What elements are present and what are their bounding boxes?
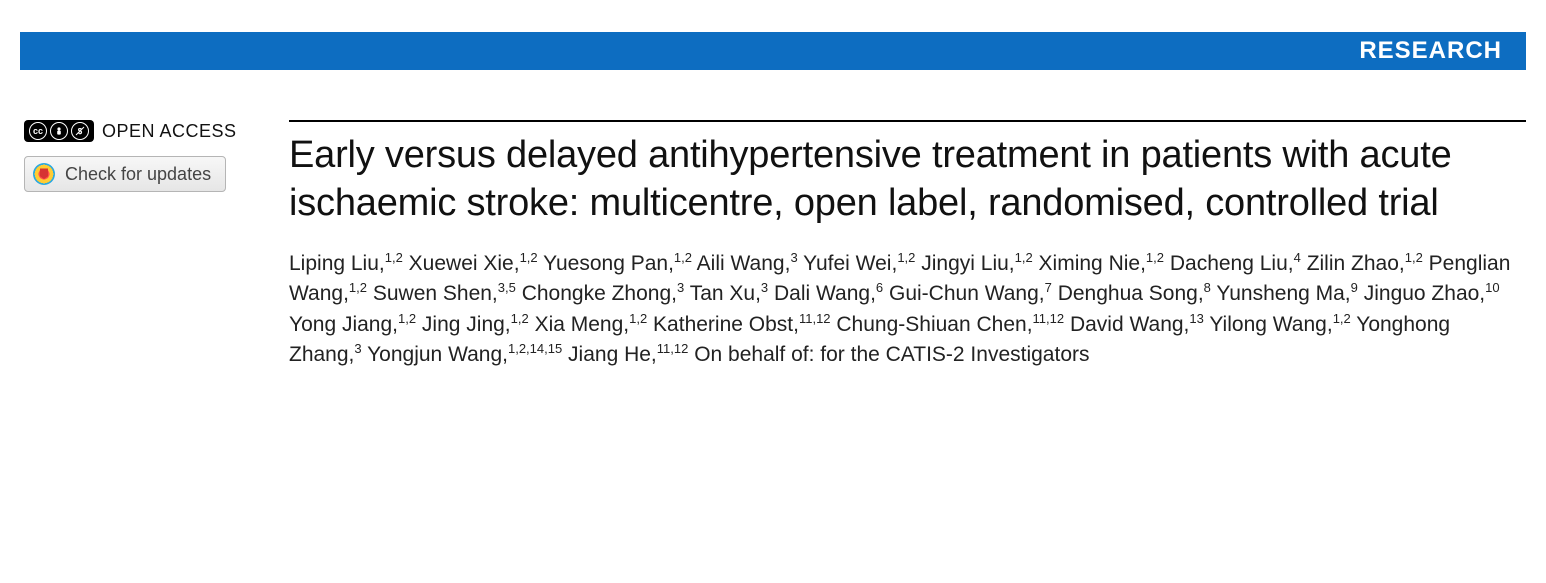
crossmark-icon: [33, 163, 55, 185]
affiliation-ref: 1,2: [674, 250, 692, 265]
affiliation-ref: 9: [1351, 280, 1358, 295]
nc-icon: $: [71, 122, 89, 140]
article-title: Early versus delayed antihypertensive tr…: [289, 132, 1526, 227]
by-icon: [50, 122, 68, 140]
affiliation-ref: 1,2: [629, 311, 647, 326]
affiliation-ref: 3: [677, 280, 684, 295]
affiliation-ref: 1,2: [897, 250, 915, 265]
affiliation-ref: 7: [1045, 280, 1052, 295]
check-for-updates-label: Check for updates: [65, 164, 211, 185]
affiliation-ref: 4: [1294, 250, 1301, 265]
affiliation-ref: 1,2: [1333, 311, 1351, 326]
affiliation-ref: 3: [790, 250, 797, 265]
affiliation-ref: 1,2: [511, 311, 529, 326]
affiliation-ref: 11,12: [657, 341, 689, 356]
cc-by-nc-icon: cc $: [24, 120, 94, 142]
affiliation-ref: 1,2: [349, 280, 367, 295]
author-list: Liping Liu,1,2 Xuewei Xie,1,2 Yuesong Pa…: [289, 249, 1526, 371]
cc-icon: cc: [29, 122, 47, 140]
article-main: Early versus delayed antihypertensive tr…: [289, 120, 1526, 371]
affiliation-ref: 1,2: [385, 250, 403, 265]
affiliation-ref: 3: [354, 341, 361, 356]
affiliation-ref: 11,12: [1033, 311, 1065, 326]
affiliation-ref: 1,2: [1146, 250, 1164, 265]
open-access-label: OPEN ACCESS: [102, 121, 237, 142]
affiliation-ref: 11,12: [799, 311, 831, 326]
affiliation-ref: 13: [1189, 311, 1203, 326]
section-banner-label: RESEARCH: [1359, 37, 1502, 65]
section-banner: RESEARCH: [20, 32, 1526, 70]
affiliation-ref: 3: [761, 280, 768, 295]
open-access-row: cc $ OPEN ACCESS: [24, 120, 269, 142]
affiliation-ref: 8: [1204, 280, 1211, 295]
affiliation-ref: 1,2: [520, 250, 538, 265]
affiliation-ref: 10: [1485, 280, 1499, 295]
affiliation-ref: 6: [876, 280, 883, 295]
sidebar: cc $ OPEN ACCESS Check for updates: [24, 120, 289, 371]
affiliation-ref: 1,2: [1405, 250, 1423, 265]
affiliation-ref: 3,5: [498, 280, 516, 295]
affiliation-ref: 1,2: [398, 311, 416, 326]
affiliation-ref: 1,2: [1015, 250, 1033, 265]
check-for-updates-button[interactable]: Check for updates: [24, 156, 226, 192]
affiliation-ref: 1,2,14,15: [508, 341, 562, 356]
article-header: cc $ OPEN ACCESS Check for updates Early…: [0, 70, 1546, 371]
